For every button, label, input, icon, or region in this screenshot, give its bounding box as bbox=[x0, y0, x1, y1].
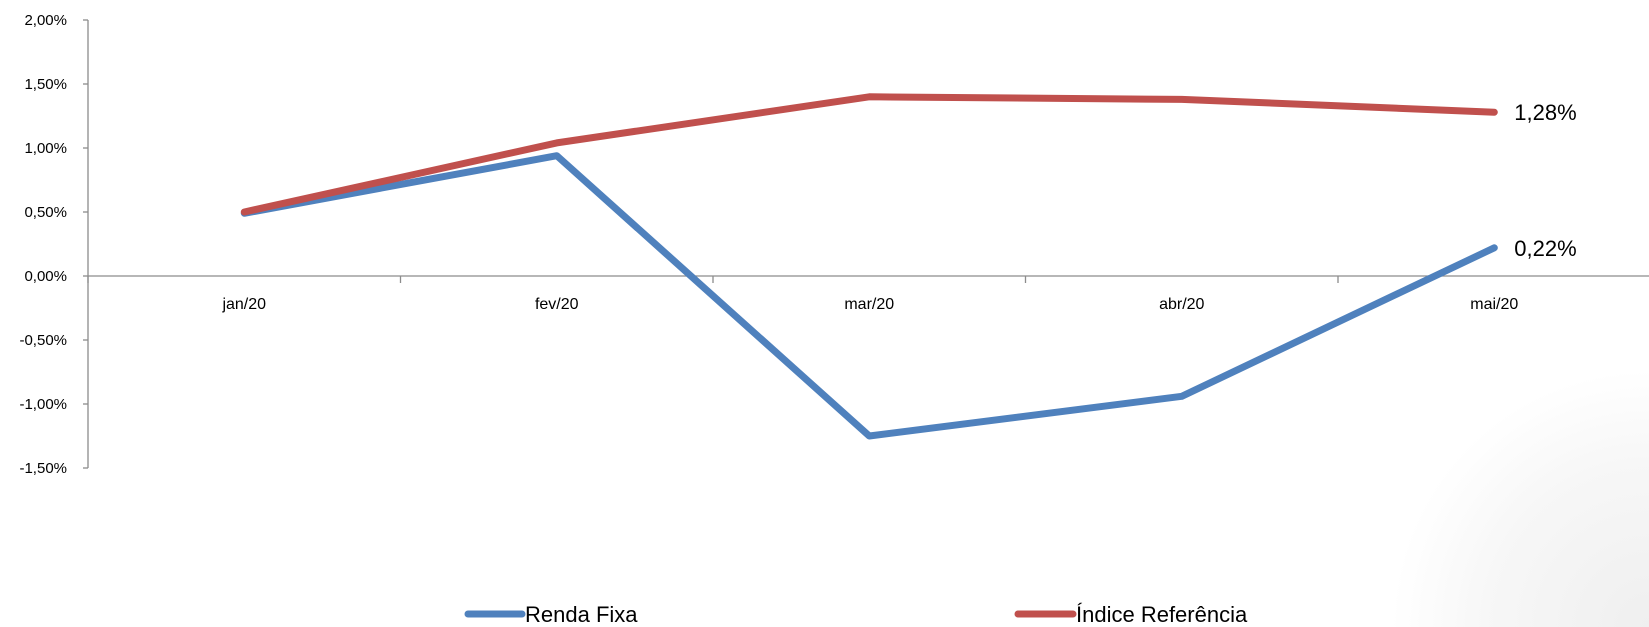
legend-label: Renda Fixa bbox=[525, 602, 638, 627]
series-layer bbox=[240, 93, 1498, 440]
y-tick-label: 0,50% bbox=[24, 204, 67, 221]
y-tick-label: -0,50% bbox=[19, 332, 67, 349]
legend: Renda Fixa Índice Referência bbox=[464, 602, 1248, 627]
series-line-0 bbox=[240, 152, 1498, 440]
x-tick-label: fev/20 bbox=[535, 296, 579, 313]
series-end-label: 1,28% bbox=[1514, 100, 1576, 125]
x-tick-label: jan/20 bbox=[221, 296, 266, 313]
y-tick-label: 2,00% bbox=[24, 12, 67, 29]
x-tick-label: mai/20 bbox=[1470, 296, 1518, 313]
y-tick-label: -1,50% bbox=[19, 460, 67, 477]
x-axis: jan/20 fev/20 mar/20 abr/20 mai/20 bbox=[87, 275, 1649, 313]
y-tick-label: 1,00% bbox=[24, 140, 67, 157]
y-tick-label: 1,50% bbox=[24, 76, 67, 93]
series-end-label: 0,22% bbox=[1514, 236, 1576, 261]
end-labels: 0,22% 1,28% bbox=[1514, 100, 1576, 261]
y-tick-label: -1,00% bbox=[19, 396, 67, 413]
y-tick-label: 0,00% bbox=[24, 268, 67, 285]
series-line-1 bbox=[240, 93, 1498, 216]
y-axis: 2,00% 1,50% 1,00% 0,50% 0,00% -0,50% -1,00% -1,… bbox=[19, 12, 89, 477]
x-tick-label: mar/20 bbox=[844, 296, 894, 313]
legend-label: Índice Referência bbox=[1076, 602, 1248, 627]
x-tick-label: abr/20 bbox=[1159, 296, 1204, 313]
